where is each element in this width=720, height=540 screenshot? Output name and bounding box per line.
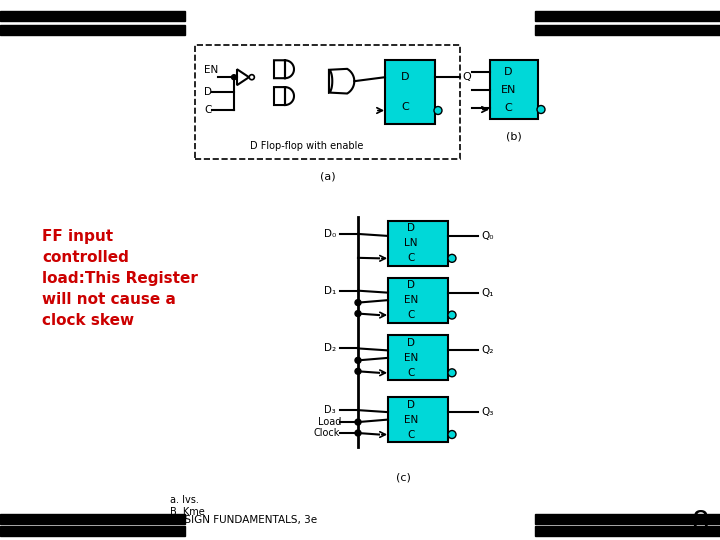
Bar [0, 514, 185, 524]
Circle shape [249, 75, 254, 80]
Polygon shape [274, 60, 294, 78]
Text: 8: 8 [691, 509, 708, 537]
Text: EN: EN [404, 295, 418, 305]
Bar [0, 525, 185, 536]
Text: C: C [407, 310, 415, 320]
Text: C: C [407, 368, 415, 378]
Text: D₂: D₂ [324, 343, 336, 353]
Text: Q₀: Q₀ [481, 231, 493, 241]
Bar [388, 221, 448, 266]
Text: C: C [505, 103, 512, 112]
Bar [535, 525, 720, 536]
Text: D₃: D₃ [325, 405, 336, 415]
Circle shape [355, 430, 361, 436]
Circle shape [448, 311, 456, 319]
Bar [535, 514, 720, 524]
Circle shape [355, 310, 361, 316]
Text: C: C [401, 102, 409, 112]
Circle shape [537, 105, 545, 113]
Bar [388, 335, 448, 380]
Circle shape [434, 106, 442, 114]
Text: Q₂: Q₂ [481, 346, 493, 355]
Text: D: D [407, 400, 415, 410]
Circle shape [355, 357, 361, 363]
Text: C: C [204, 105, 212, 116]
Text: D: D [504, 66, 513, 77]
Text: a. Ivs.: a. Ivs. [170, 495, 199, 505]
Circle shape [232, 75, 236, 80]
Text: EN: EN [404, 353, 418, 363]
Text: EN: EN [404, 415, 418, 424]
Text: D: D [204, 87, 212, 97]
Bar [490, 60, 538, 119]
Circle shape [355, 300, 361, 306]
Bar [0, 11, 185, 21]
Circle shape [355, 368, 361, 374]
Bar [388, 278, 448, 322]
Text: C: C [407, 253, 415, 264]
Circle shape [448, 430, 456, 438]
Text: D: D [401, 72, 409, 82]
Bar [535, 11, 720, 21]
Circle shape [448, 369, 456, 377]
Text: FF input
controlled
load:This Register
will not cause a
clock skew: FF input controlled load:This Register w… [42, 229, 198, 328]
Text: Q₃: Q₃ [481, 407, 493, 417]
Text: D₁: D₁ [324, 286, 336, 296]
Bar [195, 45, 460, 159]
Circle shape [355, 419, 361, 425]
Bar [535, 25, 720, 35]
Text: Q: Q [462, 72, 471, 82]
Bar [388, 397, 448, 442]
Text: D: D [407, 338, 415, 348]
Text: LN: LN [404, 238, 418, 248]
Bar [0, 25, 185, 35]
Text: D: D [407, 224, 415, 233]
Text: EN: EN [500, 85, 516, 94]
Polygon shape [237, 69, 249, 85]
Text: (a): (a) [320, 171, 336, 181]
Bar [385, 60, 435, 124]
Polygon shape [329, 69, 354, 93]
Text: (b): (b) [506, 131, 522, 141]
Text: (c): (c) [395, 473, 410, 483]
Text: Q₁: Q₁ [481, 288, 493, 298]
Polygon shape [274, 87, 294, 105]
Text: Clock: Clock [313, 428, 339, 438]
Text: B. Kme: B. Kme [170, 507, 204, 517]
Text: EN: EN [204, 65, 218, 75]
Circle shape [448, 254, 456, 262]
Text: D: D [407, 280, 415, 290]
Text: Load: Load [318, 417, 341, 427]
Text: C: C [407, 429, 415, 440]
Text: DESIGN FUNDAMENTALS, 3e: DESIGN FUNDAMENTALS, 3e [170, 515, 317, 525]
Text: D₀: D₀ [324, 229, 336, 239]
Text: D Flop-flop with enable: D Flop-flop with enable [250, 141, 363, 151]
